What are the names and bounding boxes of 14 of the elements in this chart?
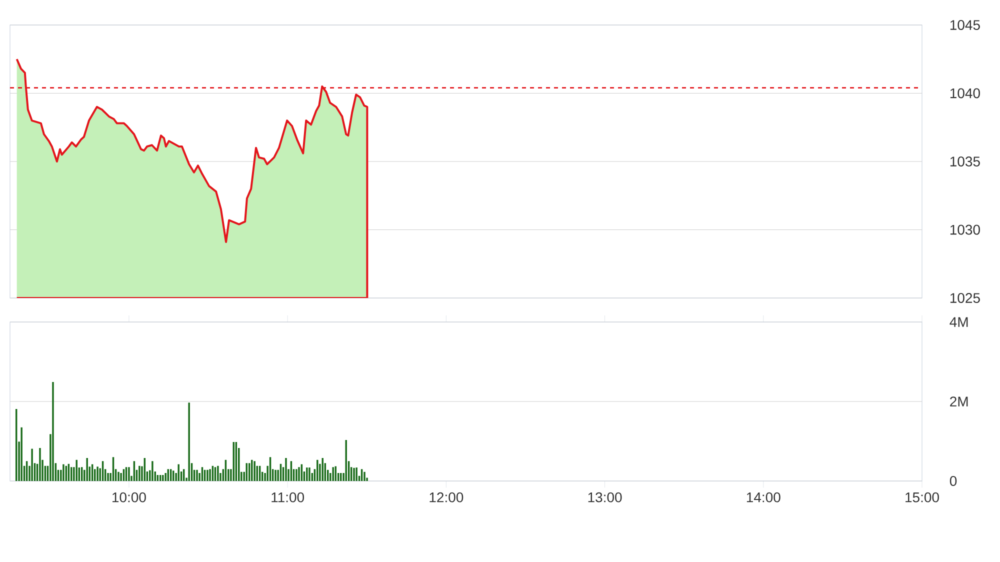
y-tick-label: 0 xyxy=(950,476,957,486)
y-tick-label: 1045 xyxy=(950,20,980,30)
x-tick-label: 10:00 xyxy=(112,492,146,502)
y-tick-label: 2M xyxy=(950,396,968,406)
y-tick-label: 1030 xyxy=(950,224,980,235)
x-tick-label: 15:00 xyxy=(906,492,939,502)
y-tick-label: 1040 xyxy=(950,88,980,98)
x-tick-label: 11:00 xyxy=(272,492,304,502)
x-tick-label: 12:00 xyxy=(430,492,464,502)
x-tick-label: 14:00 xyxy=(746,492,780,502)
y-tick-label: 1035 xyxy=(950,156,980,166)
y-tick-label: 1025 xyxy=(950,293,980,303)
y-tick-label: 4M xyxy=(950,317,968,327)
x-tick-label: 13:00 xyxy=(588,492,622,502)
